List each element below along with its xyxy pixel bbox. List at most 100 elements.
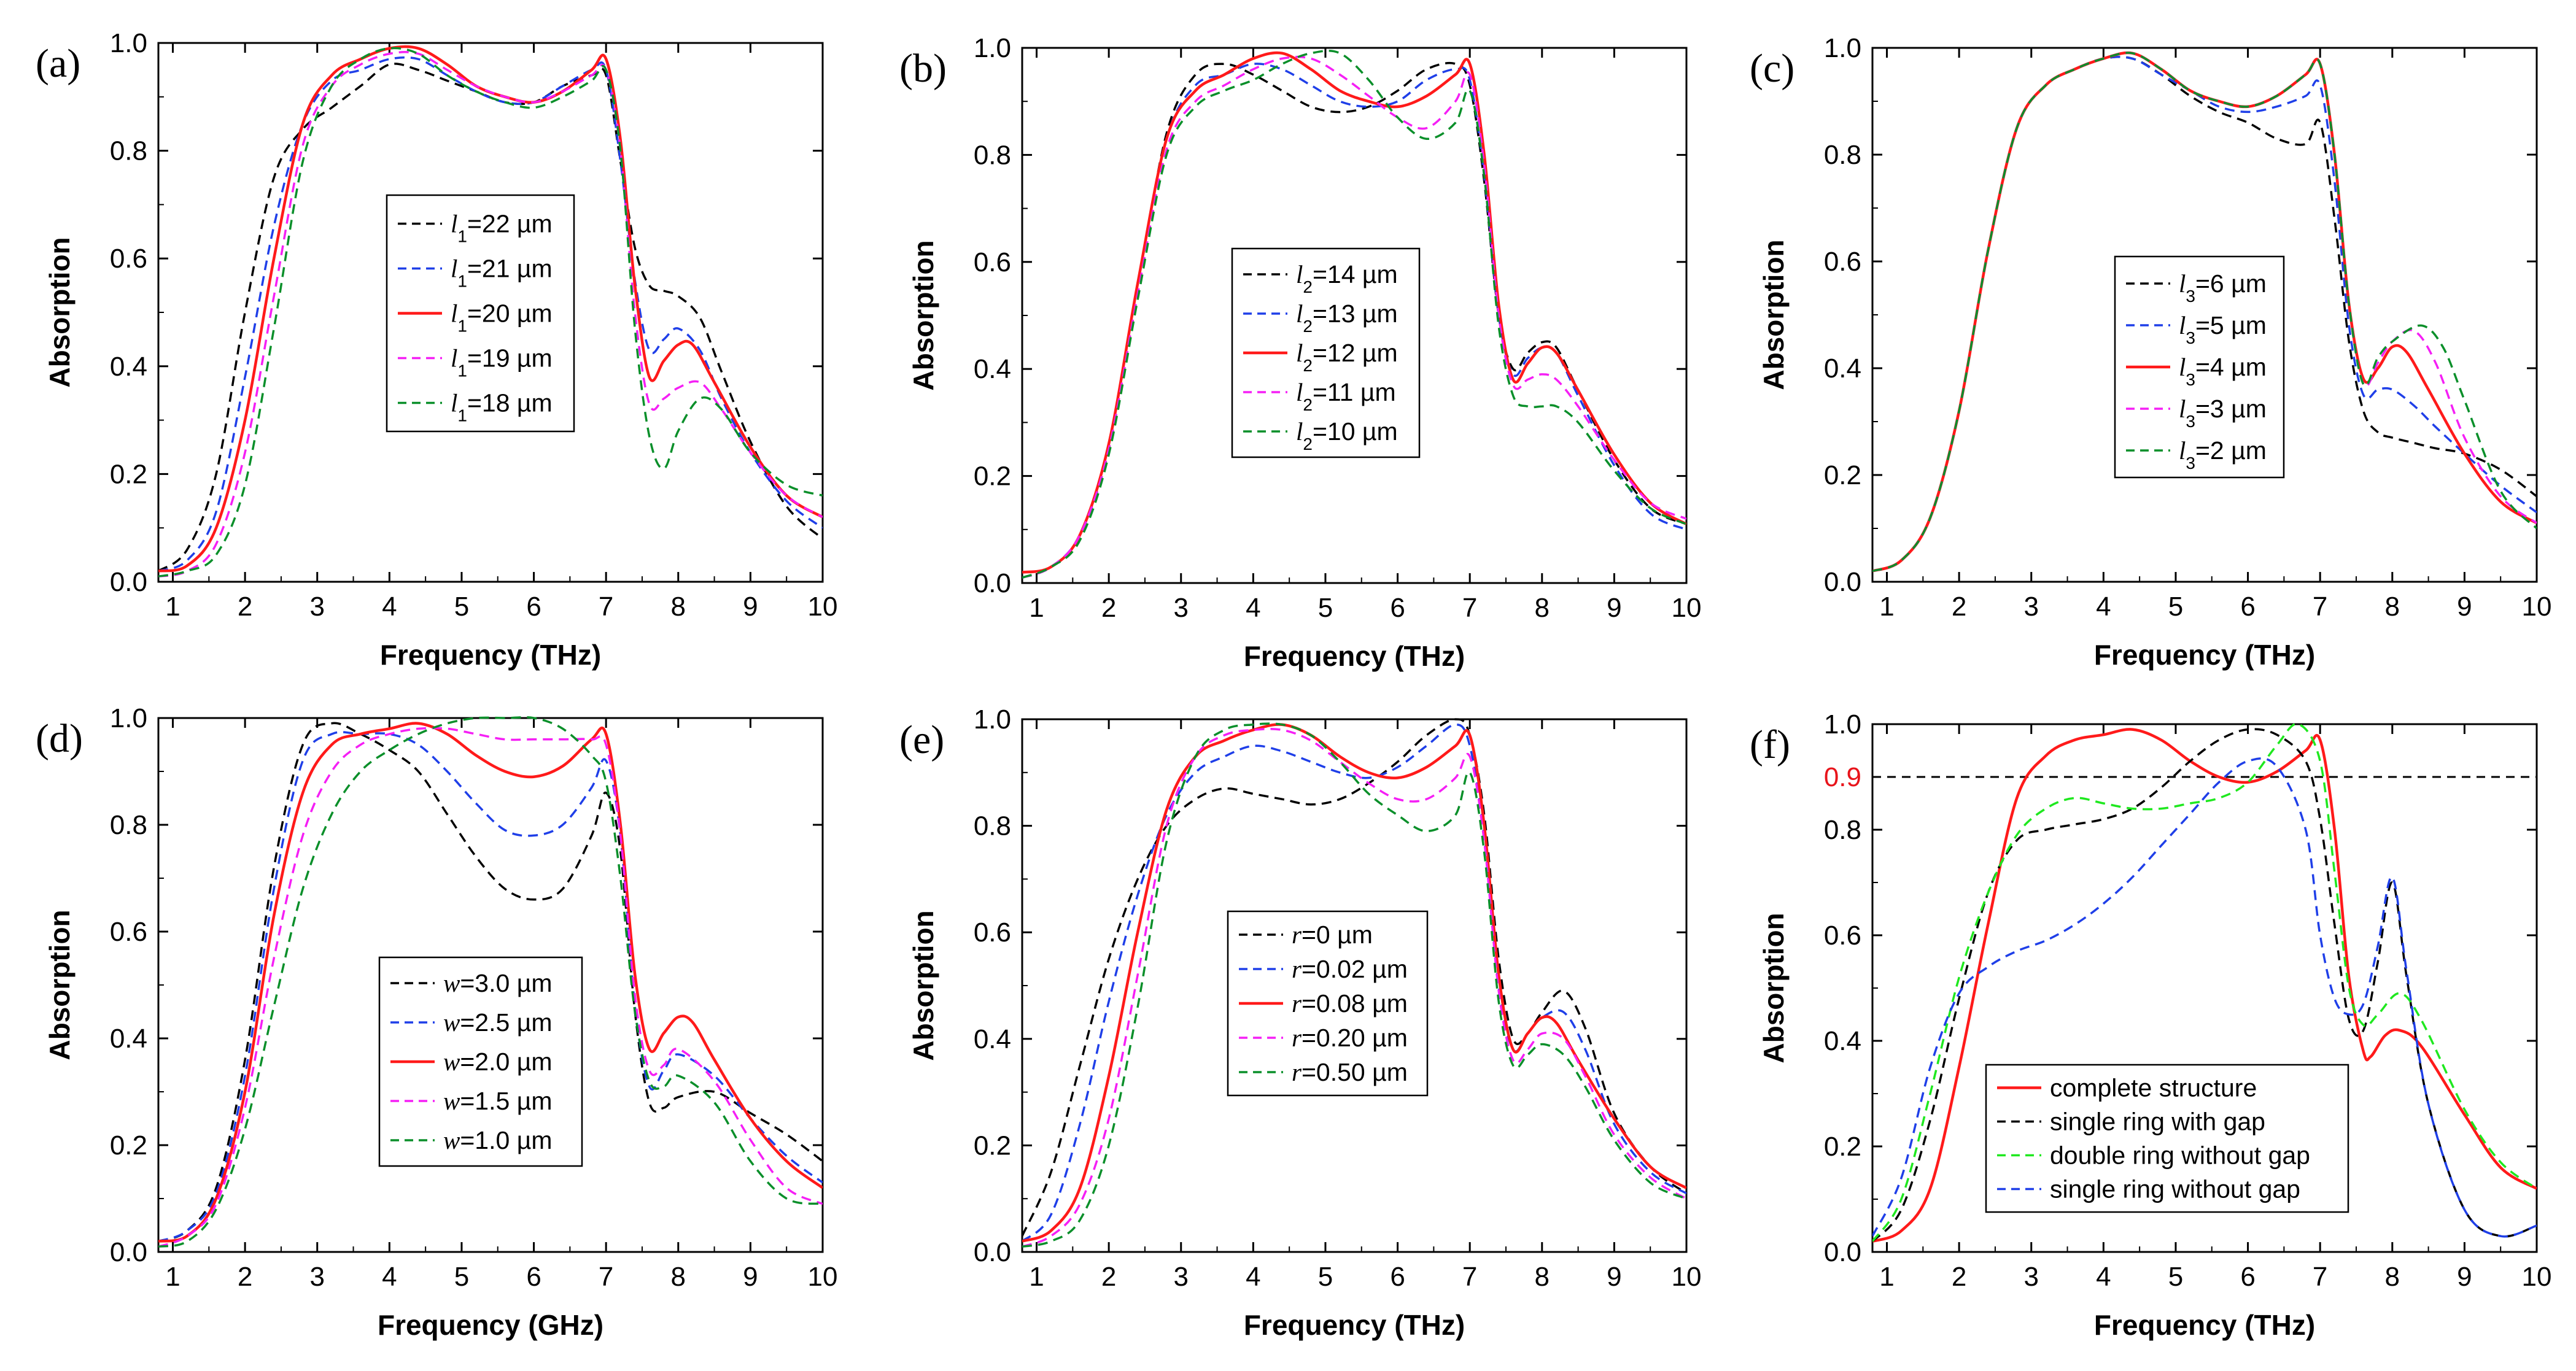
series-line-1 — [1872, 728, 2537, 1243]
y-tick-label: 1.0 — [974, 705, 1011, 735]
y-axis-title: Absorption — [1758, 913, 1790, 1063]
x-tick-label: 7 — [599, 592, 613, 622]
legend-label: r=0.50 µm — [1292, 1058, 1408, 1086]
chart-panel-1: (b) 1 2 3 4 5 6 7 8 9 10 0.0 0.2 0.4 0.6 0.8 1.0 Frequenc… — [899, 33, 1701, 672]
y-tick-label: 0.0 — [110, 567, 147, 597]
y-tick-label: 0.4 — [110, 352, 147, 382]
x-tick-label: 3 — [1173, 1262, 1188, 1292]
x-tick-label: 2 — [238, 1262, 252, 1292]
series-line-3 — [158, 51, 823, 577]
x-axis-title: Frequency (THz) — [2094, 639, 2315, 671]
series-line-2 — [1022, 51, 1686, 574]
y-tick-label: 0.2 — [974, 1130, 1011, 1161]
y-tick-label: 0.0 — [1824, 567, 1861, 597]
x-axis-title: Frequency (THz) — [380, 639, 601, 671]
x-tick-label: 10 — [808, 592, 838, 622]
x-tick-label: 4 — [382, 592, 397, 622]
y-tick-label: 0.4 — [1824, 353, 1861, 384]
x-tick-label: 8 — [1535, 1262, 1550, 1292]
legend-label: l2=14 µm — [1296, 260, 1398, 296]
x-tick-label: 9 — [1607, 593, 1621, 623]
x-tick-label: 5 — [2168, 592, 2183, 622]
series-line-3 — [158, 727, 823, 1248]
legend-label: w=3.0 µm — [443, 969, 552, 997]
x-axis-title: Frequency (GHz) — [378, 1309, 603, 1341]
y-tick-label: 0.0 — [110, 1237, 147, 1267]
x-tick-label: 6 — [526, 592, 541, 622]
series-line-4 — [1872, 52, 2537, 573]
reference-line-label: 0.9 — [1824, 762, 1861, 792]
x-tick-label: 7 — [599, 1262, 613, 1292]
legend-label: l3=3 µm — [2179, 395, 2267, 431]
legend-label: l1=18 µm — [451, 389, 553, 425]
x-tick-label: 4 — [2096, 592, 2111, 622]
series-line-4 — [1022, 50, 1686, 579]
y-tick-label: 0.8 — [1824, 140, 1861, 170]
x-tick-label: 5 — [1318, 1262, 1333, 1292]
series-line-1 — [158, 731, 823, 1243]
x-tick-label: 2 — [1101, 1262, 1116, 1292]
y-tick-label: 0.2 — [1824, 460, 1861, 490]
y-axis-title: Absorption — [44, 237, 76, 387]
x-axis-title: Frequency (THz) — [1244, 640, 1465, 672]
x-tick-label: 5 — [454, 1262, 469, 1292]
y-tick-label: 0.8 — [110, 136, 147, 166]
x-tick-label: 3 — [309, 1262, 324, 1292]
y-tick-label: 1.0 — [974, 33, 1011, 63]
y-axis-title: Absorption — [44, 909, 76, 1060]
chart-panel-2: (c) 1 2 3 4 5 6 7 8 9 10 0.0 0.2 0.4 0.6 0.8 1.0 Frequenc… — [1750, 33, 2551, 671]
panel-label: (d) — [36, 716, 83, 761]
y-tick-label: 0.2 — [1824, 1132, 1861, 1162]
x-tick-label: 9 — [743, 592, 758, 622]
y-tick-label: 0.6 — [1824, 921, 1861, 951]
x-tick-label: 4 — [2096, 1262, 2111, 1292]
series-line-2 — [158, 722, 823, 1243]
y-tick-label: 0.6 — [974, 247, 1011, 277]
y-tick-label: 0.8 — [1824, 815, 1861, 845]
legend-label: l1=21 µm — [451, 255, 553, 291]
y-tick-label: 0.0 — [974, 568, 1011, 598]
x-tick-label: 1 — [165, 592, 180, 622]
y-tick-label: 0.4 — [974, 354, 1011, 384]
legend-label: l3=5 µm — [2179, 311, 2267, 347]
x-tick-label: 7 — [1462, 1262, 1477, 1292]
panel-label: (a) — [36, 41, 80, 86]
legend-label: l3=6 µm — [2179, 269, 2267, 306]
legend-label: l2=13 µm — [1296, 299, 1398, 336]
y-tick-label: 0.6 — [1824, 247, 1861, 277]
y-tick-label: 1.0 — [1824, 33, 1861, 63]
chart-panel-3: (d) 1 2 3 4 5 6 7 8 9 10 0.0 0.2 0.4 0.6 0.8 1.0 Frequenc… — [36, 703, 837, 1341]
x-tick-label: 10 — [2522, 592, 2552, 622]
y-tick-label: 0.2 — [110, 1130, 147, 1161]
y-axis-title: Absorption — [907, 240, 939, 390]
y-tick-label: 0.8 — [974, 140, 1011, 170]
y-tick-label: 0.6 — [110, 244, 147, 274]
y-tick-label: 0.2 — [110, 459, 147, 489]
legend-label: r=0 µm — [1292, 921, 1373, 949]
x-tick-label: 5 — [454, 592, 469, 622]
legend-label: l1=22 µm — [451, 210, 553, 246]
x-tick-label: 9 — [2457, 1262, 2472, 1292]
x-tick-label: 6 — [526, 1262, 541, 1292]
panel-label: (e) — [899, 717, 944, 762]
y-tick-label: 1.0 — [110, 28, 147, 58]
series-line-2 — [1022, 723, 1686, 1243]
x-tick-label: 9 — [743, 1262, 758, 1292]
series-line-0 — [1872, 728, 2537, 1243]
x-tick-label: 6 — [1390, 1262, 1405, 1292]
chart-panel-0: (a) 1 2 3 4 5 6 7 8 9 10 0.0 0.2 0.4 0.6 0.8 1.0 Frequenc… — [36, 28, 837, 671]
x-tick-label: 6 — [2240, 1262, 2255, 1292]
legend-label: l3=4 µm — [2179, 353, 2267, 389]
series-line-0 — [158, 722, 823, 1243]
legend-label: w=1.0 µm — [443, 1126, 552, 1154]
x-tick-label: 1 — [165, 1262, 180, 1292]
legend-box — [1985, 1064, 2349, 1213]
chart-panel-4: (e) 1 2 3 4 5 6 7 8 9 10 0.0 0.2 0.4 0.6 0.8 1.0 Frequenc… — [899, 705, 1701, 1341]
x-tick-label: 7 — [2313, 1262, 2327, 1292]
x-tick-label: 9 — [1607, 1262, 1621, 1292]
x-tick-label: 10 — [1672, 593, 1702, 623]
x-axis-title: Frequency (THz) — [2094, 1309, 2315, 1341]
legend-label: w=2.0 µm — [443, 1048, 552, 1076]
legend-label: l1=20 µm — [451, 299, 553, 336]
